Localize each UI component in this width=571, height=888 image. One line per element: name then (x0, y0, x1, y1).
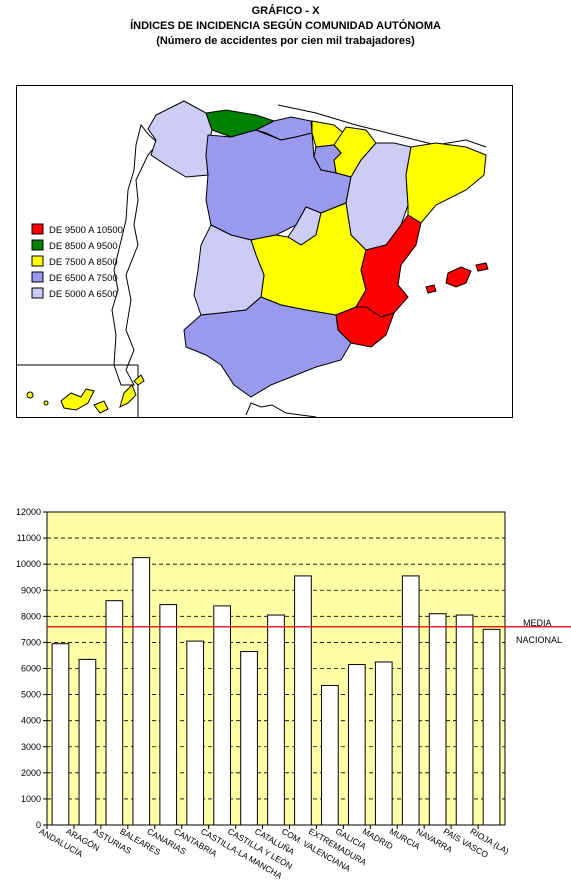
legend-swatch-1 (31, 239, 44, 251)
bar (267, 614, 285, 826)
legend-swatch-0 (31, 223, 44, 235)
map-baleares-mallorca (445, 266, 472, 288)
y-tick-label: 10000 (16, 559, 41, 569)
map-canarias-la-palma (26, 391, 34, 399)
bar (51, 643, 70, 826)
map-coast-africa (245, 402, 317, 418)
y-tick-label: 8000 (21, 611, 41, 621)
y-tick-label: 4000 (21, 716, 41, 726)
legend-label-3: DE 6500 A 7500 (49, 273, 118, 284)
map-baleares-ibiza (425, 284, 437, 294)
legend-label-2: DE 7500 A 8500 (49, 257, 118, 268)
y-tick-label: 3000 (21, 742, 41, 752)
y-tick-label: 9000 (21, 585, 41, 595)
grid-lines (47, 537, 505, 800)
legend-label-1: DE 8500 A 9500 (49, 241, 118, 252)
x-axis-labels: ANDALUCÍAARAGÓNASTURIASBALEARESCANARIASC… (37, 825, 511, 881)
map-canarias-tenerife (60, 388, 95, 411)
spain-map-svg: DE 9500 A 10500 DE 8500 A 9500 DE 7500 A… (16, 85, 513, 418)
nacional-label: NACIONAL (516, 635, 562, 645)
page-note: (Número de accidentes por cien mil traba… (156, 35, 415, 47)
bar-chart: 0 1000 2000 3000 4000 5000 6000 7000 8000 9000 100… (0, 500, 571, 883)
bar (401, 575, 420, 826)
bar (132, 557, 151, 826)
page-subtitle: ÍNDICES DE INCIDENCIA SEGÚN COMUNIDAD AU… (130, 20, 441, 32)
y-tick-label: 7000 (21, 637, 41, 647)
map-canarias-inset-frame (16, 364, 139, 418)
y-tick-label: 11000 (17, 533, 41, 543)
legend-swatch-4 (31, 287, 44, 299)
spain-map: DE 9500 A 10500 DE 8500 A 9500 DE 7500 A… (16, 85, 513, 418)
map-canarias-fuerteventura (119, 384, 137, 408)
chart-titles: GRÁFICO - X ÍNDICES DE INCIDENCIA SEGÚN … (0, 4, 571, 49)
bar (321, 684, 339, 826)
bar (159, 604, 178, 826)
map-baleares-menorca (475, 262, 489, 272)
map-portugal (111, 123, 159, 386)
bars (51, 557, 501, 826)
legend-label-0: DE 9500 A 10500 (49, 225, 123, 236)
bar (347, 664, 366, 826)
map-andalucia (183, 296, 352, 398)
bar (294, 575, 312, 826)
bar (482, 628, 501, 826)
map-canarias-gomera (43, 400, 49, 406)
y-tick-label: 1000 (21, 794, 41, 804)
page-title: GRÁFICO - X (251, 5, 320, 17)
y-tick-label: 12000 (16, 507, 41, 517)
legend-swatch-3 (31, 271, 44, 283)
map-canarias-gran-canaria (93, 400, 109, 414)
y-tick-label: 6000 (21, 664, 41, 674)
y-tick-label: 5000 (21, 690, 41, 700)
media-label: MEDIA (523, 618, 552, 628)
y-axis: 0 1000 2000 3000 4000 5000 6000 7000 8000 9000 100… (16, 507, 47, 830)
legend-swatch-2 (31, 255, 44, 267)
bar (78, 658, 97, 826)
map-cataluna (405, 142, 487, 224)
bar (186, 640, 205, 826)
y-tick-label: 0 (36, 820, 41, 830)
bar (374, 661, 393, 826)
legend-label-4: DE 5000 A 6500 (49, 289, 118, 300)
bar-chart-svg: 0 1000 2000 3000 4000 5000 6000 7000 8000 9000 100… (16, 507, 571, 881)
bar (105, 600, 124, 826)
bar (213, 605, 231, 826)
map-border-north (277, 104, 487, 148)
y-tick-label: 2000 (21, 768, 41, 778)
bar (240, 651, 258, 826)
map-canarias-lanzarote (133, 374, 145, 386)
bar (428, 613, 447, 826)
bar (455, 614, 474, 826)
map-legend: DE 9500 A 10500 DE 8500 A 9500 DE 7500 A… (31, 223, 123, 300)
